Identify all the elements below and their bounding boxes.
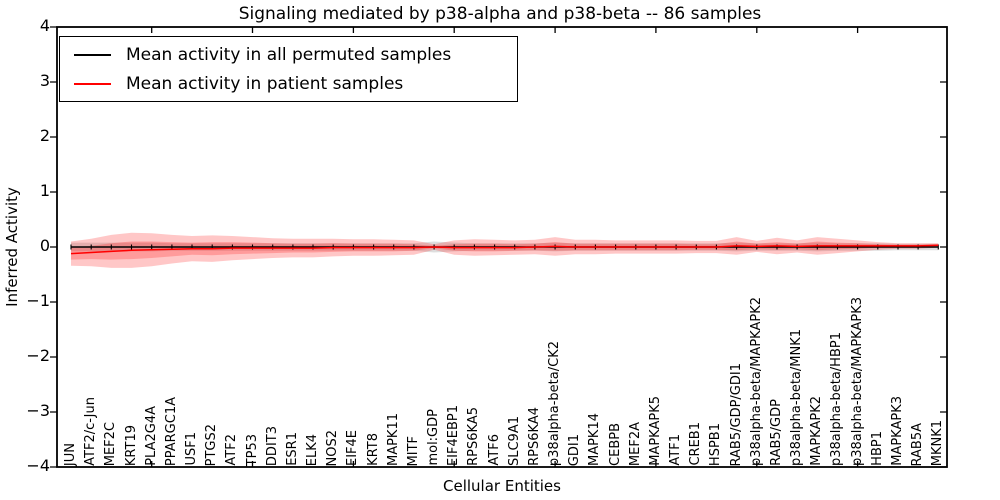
x-tick-label: p38alpha-beta/CK2	[547, 340, 563, 466]
legend-label-permuted: Mean activity in all permuted samples	[126, 44, 452, 65]
x-tick-label: MAPKAPK3	[889, 396, 905, 466]
y-tick-label: 3	[39, 71, 50, 90]
patient-line-swatch	[74, 82, 111, 85]
x-tick-label: MITF	[405, 435, 421, 466]
x-tick-label: PLA2G4A	[143, 406, 159, 466]
x-tick-label: mol:GDP	[426, 409, 442, 466]
y-tick-label: −1	[26, 291, 50, 310]
x-tick-label: p38alpha-beta/MAPKAPK3	[849, 297, 865, 466]
legend-row-patient: Mean activity in patient samples	[60, 70, 517, 98]
x-tick-label: MEF2A	[627, 421, 643, 466]
x-tick-label: ATF2	[224, 434, 240, 466]
x-axis-label: Cellular Entities	[443, 477, 561, 495]
x-tick-label: ATF2/c-Jun	[83, 397, 99, 466]
x-tick-label: SLC9A1	[506, 415, 522, 466]
x-tick-label: TP53	[244, 433, 260, 466]
x-tick-label: EIF4EBP1	[446, 404, 462, 466]
x-tick-label: JUN	[63, 442, 78, 466]
y-tick-label: 1	[39, 181, 50, 200]
x-tick-label: p38alpha-beta/HBP1	[829, 331, 845, 466]
x-tick-label: MAPK14	[587, 412, 603, 466]
x-tick-label: MAPK11	[385, 412, 401, 466]
x-tick-label: RAB5/GDP	[768, 399, 784, 466]
x-tick-label: GDI1	[567, 433, 583, 466]
x-tick-label: MKNK1	[930, 419, 946, 466]
chart-title: Signaling mediated by p38-alpha and p38-…	[238, 4, 762, 24]
legend-label-patient: Mean activity in patient samples	[126, 73, 404, 94]
x-tick-label: USF1	[184, 432, 200, 466]
x-tick-label: RAB5A	[910, 422, 926, 466]
x-tick-label: p38alpha-beta/MNK1	[789, 329, 805, 466]
y-tick-label: 2	[39, 126, 50, 145]
patient-outer-band	[71, 232, 939, 268]
axis-tick-marks	[50, 26, 947, 468]
x-tick-label: MAPKAPK2	[809, 396, 825, 466]
y-tick-label: −4	[26, 456, 50, 475]
y-tick-label: 4	[39, 16, 50, 35]
x-tick-label: EIF4E	[345, 429, 361, 466]
x-tick-label: HSPB1	[708, 422, 724, 466]
permuted-line-swatch	[74, 53, 111, 56]
legend-row-permuted: Mean activity in all permuted samples	[60, 41, 517, 69]
x-tick-label: ESR1	[284, 432, 300, 466]
x-tick-label: ATF6	[486, 434, 502, 466]
x-tick-label: MEF2C	[103, 421, 119, 466]
x-tick-label: CREB1	[688, 422, 704, 466]
x-tick-label: KRT8	[365, 433, 381, 466]
x-tick-label: RPS6KA5	[466, 407, 482, 466]
x-tick-label: RPS6KA4	[526, 407, 542, 466]
x-tick-label: DDIT3	[264, 425, 280, 466]
x-tick-label: HBP1	[869, 431, 885, 466]
x-tick-label: PTGS2	[204, 423, 220, 466]
patient-mean-line	[70, 244, 939, 255]
x-tick-label: PPARGC1A	[163, 396, 179, 466]
x-tick-label: ATF1	[668, 434, 684, 466]
y-tick-label: −3	[26, 401, 50, 420]
y-tick-label: −2	[26, 346, 50, 365]
y-tick-label: 0	[39, 236, 50, 255]
legend: Mean activity in all permuted samples Me…	[59, 36, 518, 102]
x-tick-label: MAPKAPK5	[647, 396, 663, 466]
x-tick-label: CEBPB	[607, 423, 623, 466]
x-tick-label: KRT19	[123, 424, 139, 466]
x-tick-label: p38alpha-beta/MAPKAPK2	[748, 297, 764, 466]
x-tick-label: ELK4	[305, 433, 321, 466]
x-tick-label: NOS2	[325, 429, 341, 466]
x-tick-label: RAB5/GDP/GDI1	[728, 362, 744, 466]
